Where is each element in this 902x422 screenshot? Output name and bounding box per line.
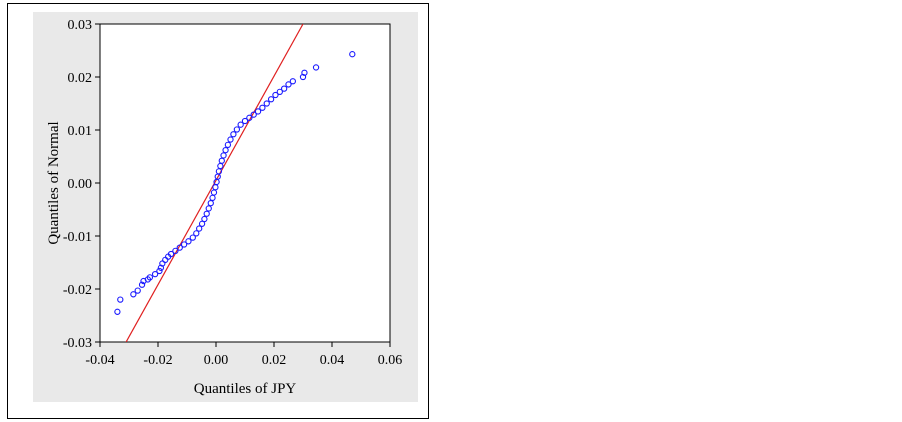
- x-tick-label: 0.02: [262, 353, 287, 368]
- data-point: [198, 220, 206, 227]
- data-point: [227, 136, 234, 143]
- data-point: [151, 271, 159, 278]
- y-tick-label: -0.03: [63, 336, 92, 351]
- data-point: [146, 274, 154, 281]
- data-points: [114, 51, 356, 315]
- data-point: [289, 78, 296, 85]
- data-point: [156, 267, 163, 275]
- data-point: [301, 69, 308, 76]
- x-tick-label: -0.02: [143, 353, 172, 368]
- y-axis-title: Quantiles of Normal: [46, 121, 62, 244]
- data-point: [172, 247, 179, 254]
- data-point: [263, 100, 270, 107]
- data-point: [196, 225, 203, 232]
- data-point: [233, 126, 241, 133]
- x-tick-label: -0.04: [85, 353, 114, 368]
- data-point: [267, 96, 275, 103]
- y-tick-label: -0.01: [63, 230, 92, 245]
- y-tick-label: -0.02: [63, 283, 92, 298]
- x-tick-label: 0.04: [320, 353, 345, 368]
- data-point: [280, 85, 288, 92]
- y-tick-label: 0.01: [68, 124, 93, 139]
- data-point: [185, 238, 192, 245]
- x-axis-title: Quantiles of JPY: [194, 381, 297, 397]
- data-point: [220, 152, 227, 159]
- data-point: [117, 296, 124, 303]
- data-point: [246, 114, 253, 121]
- data-point: [312, 64, 320, 71]
- data-point: [176, 244, 183, 251]
- data-point: [272, 91, 279, 99]
- data-point: [349, 51, 356, 58]
- y-tick-label: 0.02: [68, 71, 93, 86]
- data-point: [250, 111, 257, 118]
- data-point: [276, 88, 283, 95]
- data-point: [254, 108, 262, 115]
- data-point: [180, 241, 188, 248]
- qq-plot: -0.04 -0.02 0.00 0.02 0.04 0.06 -0.03 -0.02 -0.0…: [33, 12, 418, 402]
- data-point: [130, 291, 137, 298]
- y-tick-label: 0.00: [68, 177, 93, 192]
- x-tick-label: 0.06: [378, 353, 403, 368]
- x-tick-label: 0.00: [204, 353, 229, 368]
- data-point: [205, 205, 212, 212]
- data-point: [207, 199, 214, 207]
- axis-ticks: -0.04 -0.02 0.00 0.02 0.04 0.06 -0.03 -0.02 -0.0…: [63, 18, 402, 368]
- figure-frame: -0.04 -0.02 0.00 0.02 0.04 0.06 -0.03 -0.02 -0.0…: [7, 3, 429, 419]
- data-point: [222, 146, 229, 154]
- data-point: [224, 141, 232, 148]
- data-point: [259, 104, 266, 111]
- data-point: [201, 215, 208, 223]
- y-tick-label: 0.03: [68, 18, 93, 33]
- data-point: [218, 157, 225, 164]
- data-point: [241, 117, 249, 125]
- data-point: [138, 281, 146, 288]
- data-point: [285, 81, 292, 88]
- data-point: [134, 287, 141, 294]
- data-point: [230, 131, 237, 138]
- data-point: [203, 210, 210, 217]
- data-point: [193, 230, 200, 237]
- data-point: [167, 250, 175, 258]
- plot-area: [99, 23, 391, 343]
- data-point: [237, 121, 244, 128]
- data-point: [189, 234, 196, 241]
- data-point: [114, 308, 121, 315]
